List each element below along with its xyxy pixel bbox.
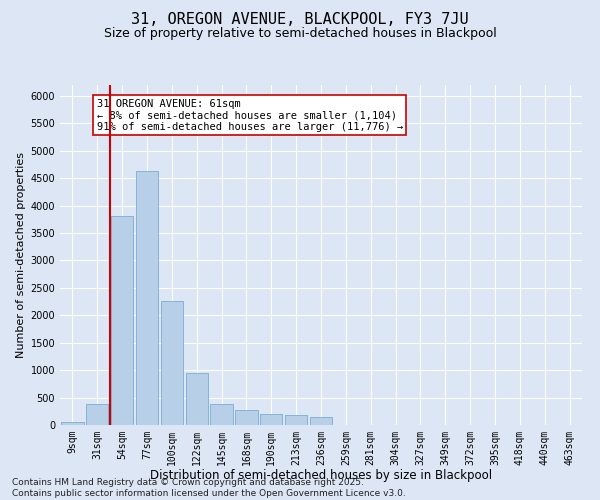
Bar — [260, 414, 283, 425]
Bar — [285, 416, 307, 425]
Text: Contains HM Land Registry data © Crown copyright and database right 2025.
Contai: Contains HM Land Registry data © Crown c… — [12, 478, 406, 498]
Bar — [111, 216, 133, 425]
Bar — [161, 301, 183, 425]
Bar — [185, 373, 208, 425]
Bar — [235, 410, 257, 425]
Text: 31 OREGON AVENUE: 61sqm
← 8% of semi-detached houses are smaller (1,104)
91% of : 31 OREGON AVENUE: 61sqm ← 8% of semi-det… — [97, 98, 403, 132]
Text: 31, OREGON AVENUE, BLACKPOOL, FY3 7JU: 31, OREGON AVENUE, BLACKPOOL, FY3 7JU — [131, 12, 469, 28]
Bar — [136, 171, 158, 425]
Y-axis label: Number of semi-detached properties: Number of semi-detached properties — [16, 152, 26, 358]
Bar — [211, 404, 233, 425]
Bar — [310, 416, 332, 425]
X-axis label: Distribution of semi-detached houses by size in Blackpool: Distribution of semi-detached houses by … — [150, 470, 492, 482]
Bar — [86, 404, 109, 425]
Bar — [61, 422, 83, 425]
Text: Size of property relative to semi-detached houses in Blackpool: Size of property relative to semi-detach… — [104, 28, 496, 40]
